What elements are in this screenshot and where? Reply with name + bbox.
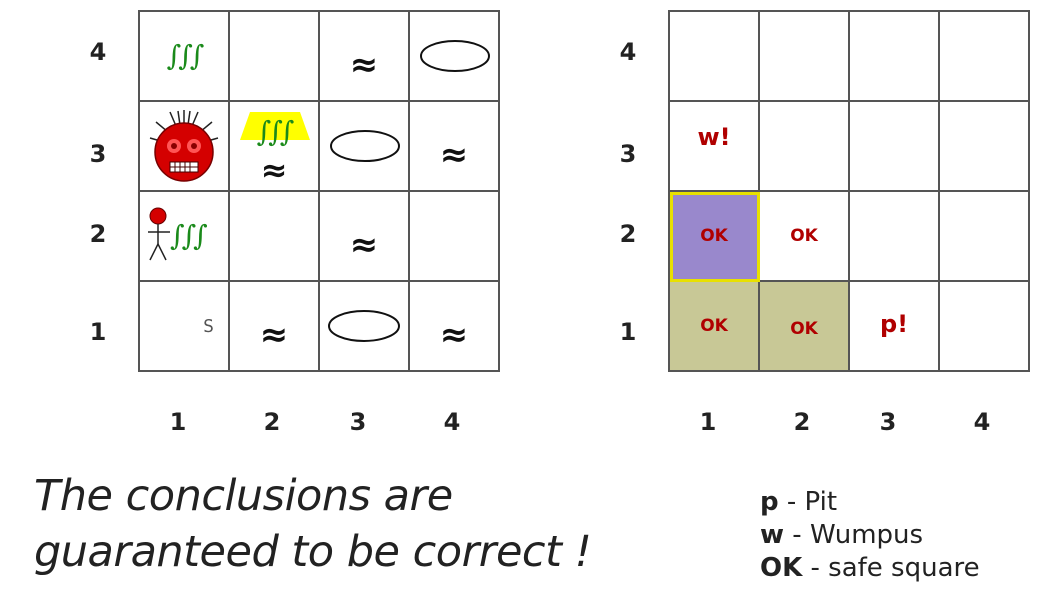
right-col-label-4: 4	[973, 408, 991, 436]
legend: p - Pit w - Wumpus OK - safe square	[760, 486, 980, 585]
left-cell-r2c2	[230, 192, 320, 282]
left-cell-r2c3: ≈	[320, 192, 410, 282]
legend-item-wumpus: w - Wumpus	[760, 519, 980, 552]
caption-line-1: The conclusions are	[34, 471, 453, 521]
right-cell-r1c4	[940, 282, 1030, 372]
left-col-label-4: 4	[443, 408, 461, 436]
breeze-icon: ≈	[260, 151, 288, 189]
right-cell-r4c3	[850, 12, 940, 102]
ok-mark: OK	[700, 316, 728, 336]
breeze-icon: ≈	[349, 225, 379, 265]
pit-icon	[328, 310, 400, 342]
right-knowledge-grid: w! OK OK OK OK p!	[668, 10, 1030, 372]
right-cell-r2c1-current: OK	[670, 192, 760, 282]
left-row-label-2: 2	[89, 220, 107, 248]
gold-icon	[240, 112, 310, 140]
right-cell-r2c2: OK	[760, 192, 850, 282]
caption-line-2: guaranteed to be correct !	[34, 527, 592, 577]
left-row-label-4: 4	[89, 38, 107, 66]
left-cell-r1c4: ≈	[410, 282, 500, 372]
left-world-grid: ∫∫∫ ≈	[138, 10, 500, 372]
left-cell-r1c3	[320, 282, 410, 372]
left-cell-r4c2	[230, 12, 320, 102]
pit-icon	[420, 40, 490, 72]
wumpus-icon	[149, 110, 219, 182]
right-col-label-2: 2	[793, 408, 811, 436]
right-cell-r4c2	[760, 12, 850, 102]
left-cell-r3c4: ≈	[410, 102, 500, 192]
ok-mark: OK	[790, 319, 818, 339]
left-col-label-2: 2	[263, 408, 281, 436]
legend-item-pit: p - Pit	[760, 486, 980, 519]
right-cell-r3c4	[940, 102, 1030, 192]
stench-icon: ∫∫∫	[166, 39, 205, 72]
legend-key-wumpus: w	[760, 520, 785, 550]
legend-desc-wumpus: - Wumpus	[784, 520, 924, 550]
right-col-label-1: 1	[699, 408, 717, 436]
stench-marker: ∫∫∫	[140, 12, 228, 100]
left-cell-r2c4	[410, 192, 500, 282]
legend-key-ok: OK	[760, 553, 803, 583]
ok-mark: OK	[790, 226, 818, 246]
agent-icon	[148, 207, 170, 261]
right-row-label-2: 2	[619, 220, 637, 248]
pit-mark: p!	[879, 310, 909, 338]
left-cell-r4c3: ≈	[320, 12, 410, 102]
right-cell-r2c3	[850, 192, 940, 282]
conclusion-caption: The conclusions are guaranteed to be cor…	[34, 468, 592, 580]
breeze-icon: ≈	[439, 135, 469, 175]
legend-desc-ok: - safe square	[802, 553, 980, 583]
right-cell-r3c2	[760, 102, 850, 192]
right-cell-r4c1	[670, 12, 760, 102]
left-cell-r4c4	[410, 12, 500, 102]
right-cell-r1c2-visited: OK	[760, 282, 850, 372]
stench-icon: ∫∫∫	[170, 219, 208, 252]
left-row-label-1: 1	[89, 318, 107, 346]
right-col-label-3: 3	[879, 408, 897, 436]
ok-mark: OK	[700, 226, 728, 246]
left-cell-r3c3	[320, 102, 410, 192]
start-label: S	[203, 316, 214, 337]
legend-item-ok: OK - safe square	[760, 552, 980, 585]
left-col-label-3: 3	[349, 408, 367, 436]
stench-marker: ∫∫∫	[230, 118, 318, 146]
left-cell-r2c1: ∫∫∫	[140, 192, 230, 282]
legend-key-pit: p	[760, 487, 779, 517]
stench-icon: ∫∫∫	[256, 115, 295, 148]
wumpus-mark: w!	[697, 123, 731, 151]
right-row-label-3: 3	[619, 140, 637, 168]
left-row-label-3: 3	[89, 140, 107, 168]
right-cell-r2c4	[940, 192, 1030, 282]
right-cell-r4c4	[940, 12, 1030, 102]
right-cell-r3c3	[850, 102, 940, 192]
legend-desc-pit: - Pit	[778, 487, 838, 517]
breeze-icon: ≈	[439, 315, 469, 355]
right-cell-r1c1-visited: OK	[670, 282, 760, 372]
left-cell-r1c2: ≈	[230, 282, 320, 372]
left-cell-r1c1: S	[140, 282, 230, 372]
left-cell-r3c1	[140, 102, 230, 192]
breeze-icon: ≈	[259, 315, 289, 355]
right-row-label-1: 1	[619, 318, 637, 346]
left-cell-r4c1: ∫∫∫	[140, 12, 230, 102]
pit-icon	[330, 130, 400, 162]
right-cell-r1c3: p!	[850, 282, 940, 372]
stench-marker: ∫∫∫	[170, 219, 208, 252]
right-row-label-4: 4	[619, 38, 637, 66]
right-cell-r3c1: w!	[670, 102, 760, 192]
left-col-label-1: 1	[169, 408, 187, 436]
breeze-icon: ≈	[349, 45, 379, 85]
left-cell-r3c2: ∫∫∫ ≈	[230, 102, 320, 192]
